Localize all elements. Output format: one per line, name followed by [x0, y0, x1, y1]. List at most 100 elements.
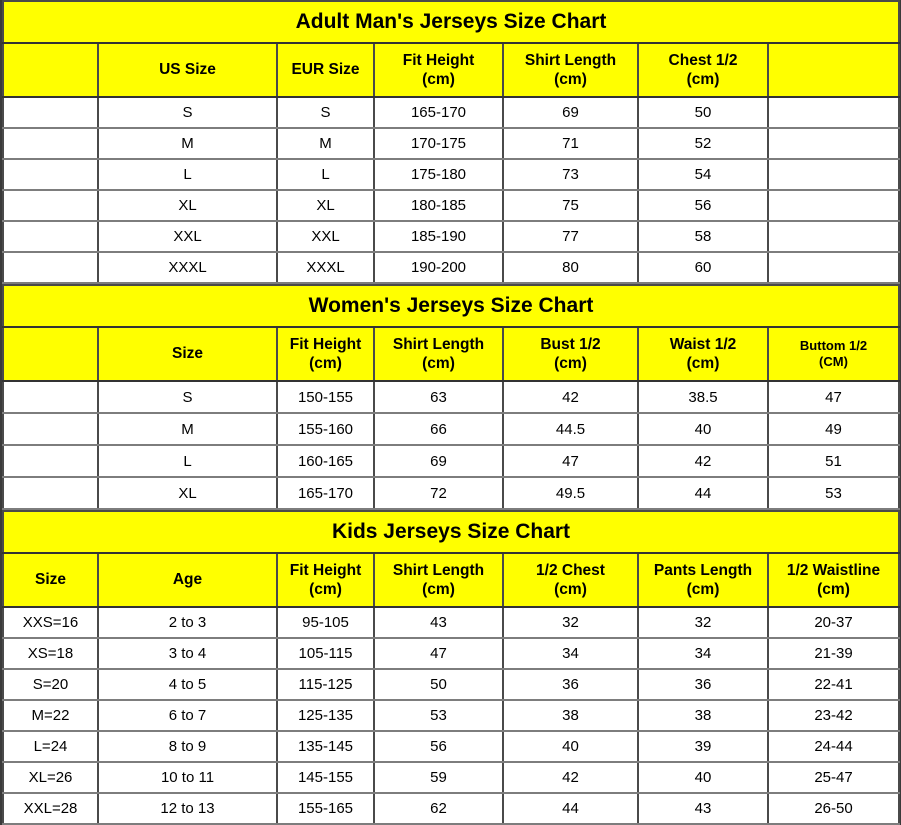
size-cell: XL — [97, 189, 278, 222]
size-cell-empty — [2, 158, 99, 191]
size-cell: XXL — [97, 220, 278, 253]
header-cell: Fit Height (cm) — [373, 42, 504, 98]
header-cell: Chest 1/2 (cm) — [637, 42, 769, 98]
size-cell: M=22 — [2, 699, 99, 732]
header-cell: Shirt Length (cm) — [373, 552, 504, 608]
size-cell: 185-190 — [373, 220, 504, 253]
table-row: XL=26 10 to 11 145-155 59 42 40 25-47 — [2, 761, 900, 794]
table-row: S 150-155 63 42 38.5 47 — [2, 380, 900, 414]
size-cell: 175-180 — [373, 158, 504, 191]
size-cell: XL=26 — [2, 761, 99, 794]
size-cell: 50 — [637, 96, 769, 129]
size-cell: XL — [276, 189, 375, 222]
header-cell-empty — [2, 42, 99, 98]
size-cell: XXXL — [97, 251, 278, 284]
size-cell-empty — [2, 127, 99, 160]
size-cell: 47 — [373, 637, 504, 670]
header-cell: EUR Size — [276, 42, 375, 98]
womens-header-row: Size Fit Height (cm) Shirt Length (cm) Bust… — [2, 326, 900, 382]
size-cell: 38.5 — [637, 380, 769, 414]
size-cell: S — [97, 96, 278, 129]
size-cell-empty — [2, 251, 99, 284]
size-cell-empty — [2, 96, 99, 129]
size-cell: 38 — [637, 699, 769, 732]
size-cell: 34 — [502, 637, 639, 670]
size-cell-empty — [767, 96, 900, 129]
header-cell: Size — [97, 326, 278, 382]
size-cell: 51 — [767, 444, 900, 478]
size-cell: 23-42 — [767, 699, 900, 732]
adult-mans-size-table: Adult Man's Jerseys Size Chart US Size EU… — [2, 0, 900, 284]
size-cell: 72 — [373, 476, 504, 510]
size-cell: 190-200 — [373, 251, 504, 284]
size-cell-empty — [767, 127, 900, 160]
header-cell: Waist 1/2 (cm) — [637, 326, 769, 382]
header-cell: 1/2 Waistline (cm) — [767, 552, 900, 608]
size-cell: 49 — [767, 412, 900, 446]
kids-header-row: Size Age Fit Height (cm) Shirt Length (cm) 1… — [2, 552, 900, 608]
size-cell: 47 — [767, 380, 900, 414]
size-cell: 56 — [373, 730, 504, 763]
size-cell: XXXL — [276, 251, 375, 284]
size-cell: 54 — [637, 158, 769, 191]
size-cell: 44 — [637, 476, 769, 510]
size-cell: 36 — [637, 668, 769, 701]
table-title-row: Women's Jerseys Size Chart — [2, 284, 900, 328]
size-cell: L — [97, 444, 278, 478]
size-cell: 180-185 — [373, 189, 504, 222]
size-cell-empty — [767, 251, 900, 284]
size-cell: 155-160 — [276, 412, 375, 446]
size-cell: 63 — [373, 380, 504, 414]
size-cell: 42 — [502, 761, 639, 794]
size-cell: XXL — [276, 220, 375, 253]
size-cell: 24-44 — [767, 730, 900, 763]
size-cell: 53 — [767, 476, 900, 510]
size-cell: 95-105 — [276, 606, 375, 639]
size-cell-empty — [767, 158, 900, 191]
size-cell: 6 to 7 — [97, 699, 278, 732]
size-cell: XS=18 — [2, 637, 99, 670]
size-cell: 105-115 — [276, 637, 375, 670]
size-cell-empty — [2, 220, 99, 253]
size-cell: 165-170 — [373, 96, 504, 129]
size-cell: 4 to 5 — [97, 668, 278, 701]
size-cell: 43 — [373, 606, 504, 639]
size-cell-empty — [767, 220, 900, 253]
size-cell: 8 to 9 — [97, 730, 278, 763]
size-cell: 49.5 — [502, 476, 639, 510]
size-cell: 22-41 — [767, 668, 900, 701]
size-cell: 66 — [373, 412, 504, 446]
table-row: M M 170-175 71 52 — [2, 127, 900, 160]
size-cell-empty — [2, 189, 99, 222]
size-cell: 115-125 — [276, 668, 375, 701]
size-cell: 58 — [637, 220, 769, 253]
adult-mans-header-row: US Size EUR Size Fit Height (cm) Shirt Leng… — [2, 42, 900, 98]
size-cell: 36 — [502, 668, 639, 701]
size-cell: 32 — [502, 606, 639, 639]
size-cell-empty — [2, 380, 99, 414]
size-cell: S — [97, 380, 278, 414]
table-row: L 160-165 69 47 42 51 — [2, 444, 900, 478]
header-cell: Fit Height (cm) — [276, 552, 375, 608]
kids-table-title: Kids Jerseys Size Chart — [2, 510, 900, 554]
size-cell: L — [97, 158, 278, 191]
size-cell-empty — [2, 476, 99, 510]
size-cell: 10 to 11 — [97, 761, 278, 794]
size-cell: 2 to 3 — [97, 606, 278, 639]
size-cell: 160-165 — [276, 444, 375, 478]
header-cell: Fit Height (cm) — [276, 326, 375, 382]
size-cell: 170-175 — [373, 127, 504, 160]
size-cell: 71 — [502, 127, 639, 160]
size-cell: 56 — [637, 189, 769, 222]
size-cell: XXL=28 — [2, 792, 99, 825]
table-row: XXL XXL 185-190 77 58 — [2, 220, 900, 253]
size-cell: 80 — [502, 251, 639, 284]
table-title-row: Adult Man's Jerseys Size Chart — [2, 0, 900, 44]
size-cell: 50 — [373, 668, 504, 701]
table-row: M 155-160 66 44.5 40 49 — [2, 412, 900, 446]
size-cell: M — [276, 127, 375, 160]
size-cell: 40 — [502, 730, 639, 763]
size-cell: S=20 — [2, 668, 99, 701]
size-cell: 155-165 — [276, 792, 375, 825]
